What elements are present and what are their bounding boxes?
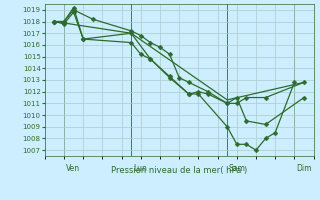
X-axis label: Pression niveau de la mer( hPa ): Pression niveau de la mer( hPa ) — [111, 166, 247, 175]
Text: Lun: Lun — [133, 164, 147, 173]
Text: Sam: Sam — [229, 164, 246, 173]
Text: Ven: Ven — [66, 164, 80, 173]
Text: Dim: Dim — [296, 164, 311, 173]
